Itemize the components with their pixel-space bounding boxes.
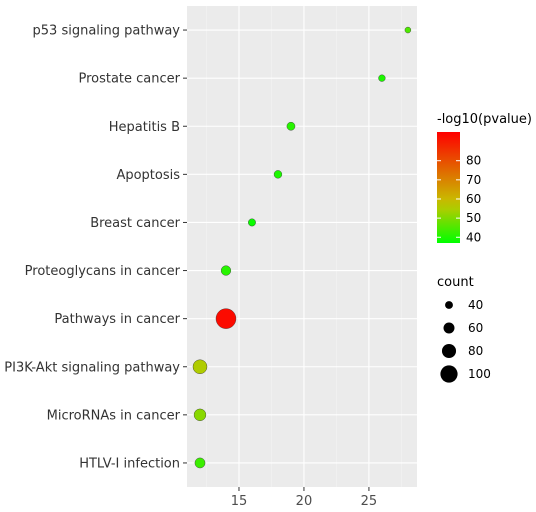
category-label: p53 signaling pathway <box>33 24 181 39</box>
size-legend-label: 60 <box>468 321 483 335</box>
category-label: HTLV-I infection <box>79 456 180 471</box>
size-legend-point <box>445 301 453 309</box>
category-label: Apoptosis <box>116 168 180 183</box>
x-axis-ticks: 15 20 25 <box>231 487 377 509</box>
size-legend-point <box>443 322 455 334</box>
color-legend: -log10(pvalue) 40 50 60 70 80 <box>437 112 532 244</box>
data-point <box>404 26 412 34</box>
data-point <box>194 457 206 469</box>
data-points <box>192 26 412 469</box>
size-legend-point <box>441 343 457 359</box>
color-legend-label: 60 <box>466 192 481 206</box>
color-legend-label: 80 <box>466 154 481 168</box>
category-label: Pathways in cancer <box>54 312 180 327</box>
category-label: Proteoglycans in cancer <box>25 264 181 279</box>
x-tick-label: 15 <box>231 494 248 509</box>
data-point <box>192 359 208 374</box>
data-point <box>378 74 386 82</box>
category-label: Breast cancer <box>90 216 180 231</box>
data-point <box>286 121 296 131</box>
color-legend-label: 70 <box>466 173 481 187</box>
size-legend-label: 40 <box>468 298 483 312</box>
x-tick-label: 20 <box>296 494 313 509</box>
size-legend-label: 80 <box>468 344 483 358</box>
data-point <box>273 170 283 179</box>
color-legend-ticks: 40 50 60 70 80 <box>437 154 481 244</box>
color-legend-label: 50 <box>466 211 481 225</box>
category-label: PI3K-Akt signaling pathway <box>4 360 180 375</box>
color-legend-label: 40 <box>466 230 481 244</box>
category-label: Hepatitis B <box>109 120 180 135</box>
data-point <box>215 308 237 329</box>
data-point <box>248 218 256 227</box>
color-legend-title: -log10(pvalue) <box>437 112 532 127</box>
category-labels: p53 signaling pathway Prostate cancer Hepa… <box>4 24 187 471</box>
data-point <box>193 408 207 422</box>
size-legend-title: count <box>437 275 474 290</box>
size-legend-items: 40 60 80 100 <box>440 298 491 383</box>
plot-panel <box>187 6 417 487</box>
size-legend-point <box>440 365 458 383</box>
category-label: Prostate cancer <box>78 72 180 87</box>
size-legend: count 40 60 80 100 <box>437 275 491 383</box>
grid-lines <box>187 6 417 487</box>
color-bar <box>437 132 460 243</box>
size-legend-label: 100 <box>468 367 491 381</box>
x-tick-label: 25 <box>361 494 378 509</box>
category-label: MicroRNAs in cancer <box>47 408 181 423</box>
data-point <box>220 265 232 276</box>
